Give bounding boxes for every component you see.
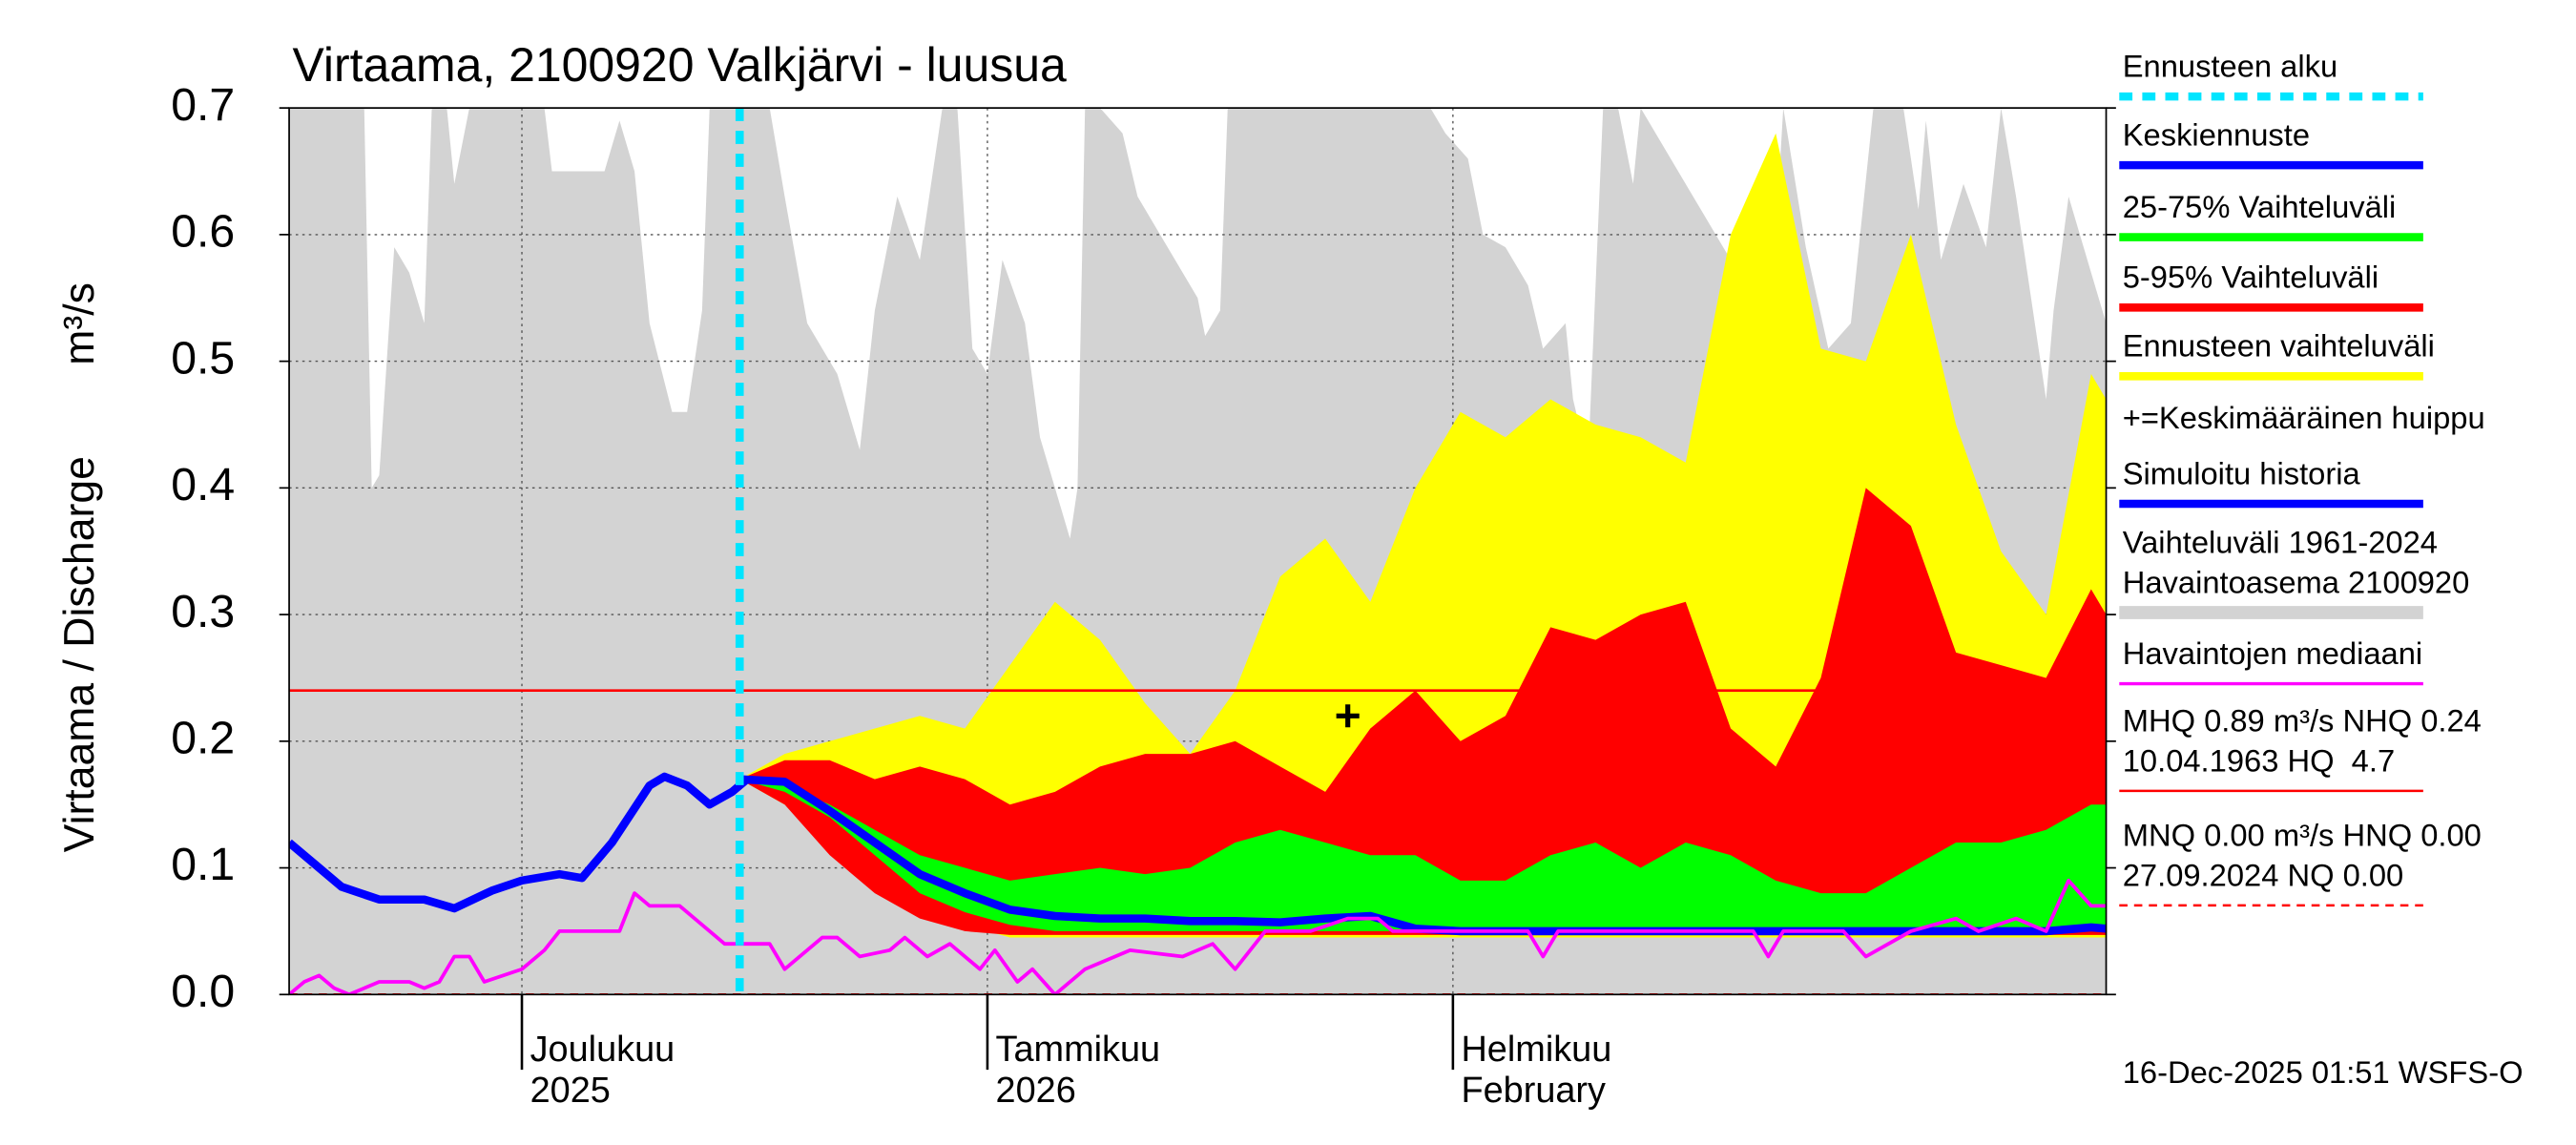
legend-label: MHQ 0.89 m³/s NHQ 0.24 (2123, 702, 2482, 738)
legend-label: 5-95% Vaihteluväli (2123, 260, 2379, 295)
chart-title: Virtaama, 2100920 Valkjärvi - luusua (293, 38, 1068, 92)
legend-label: Havaintojen mediaani (2123, 635, 2422, 671)
series-line (289, 772, 750, 913)
legend-label: +=Keskimääräinen huippu (2123, 400, 2485, 435)
x-tick-label: 2026 (996, 1071, 1076, 1111)
legend-label: Simuloitu historia (2123, 456, 2361, 491)
y-tick-label: 0.2 (171, 713, 235, 764)
y-tick-label: 0.0 (171, 966, 235, 1017)
legend-label: Ennusteen alku (2123, 49, 2337, 84)
y-tick-label: 0.6 (171, 206, 235, 258)
x-tick-label: Helmikuu (1461, 1030, 1611, 1070)
legend-label: Havaintoasema 2100920 (2123, 565, 2470, 600)
y-tick-label: 0.5 (171, 332, 235, 384)
legend-label: 27.09.2024 NQ 0.00 (2123, 857, 2404, 892)
footer: 16-Dec-2025 01:51 WSFS-O (2123, 1054, 2524, 1090)
legend-label: 25-75% Vaihteluväli (2123, 189, 2397, 224)
plot-frame (288, 107, 2108, 996)
y-axis-label: Virtaama / Discharge (56, 456, 103, 852)
y-tick-label: 0.4 (171, 459, 235, 510)
legend-label: Vaihteluväli 1961-2024 (2123, 525, 2438, 560)
series-line (289, 878, 2107, 995)
y-tick-label: 0.7 (171, 79, 235, 131)
y-unit: m³/s (56, 282, 103, 365)
forecast-band (739, 779, 2107, 931)
legend-label: Ennusteen vaihteluväli (2123, 328, 2435, 364)
x-tick-label: February (1461, 1071, 1606, 1111)
x-tick-label: 2025 (530, 1071, 611, 1111)
legend-label: MNQ 0.00 m³/s HNQ 0.00 (2123, 817, 2482, 852)
y-tick-label: 0.3 (171, 586, 235, 637)
forecast-band (739, 133, 2107, 938)
plot-area (289, 108, 2107, 995)
peak-marker (1336, 704, 1360, 728)
legend-label: Keskiennuste (2123, 117, 2310, 153)
legend-label: 10.04.1963 HQ 4.7 (2123, 742, 2395, 778)
legend: Ennusteen alku Keskiennuste 25-75% Vaihtel… (2119, 49, 2485, 907)
x-tick-label: Tammikuu (996, 1030, 1161, 1070)
y-tick-label: 0.1 (171, 839, 235, 890)
x-tick-label: Joulukuu (530, 1030, 675, 1070)
forecast-band (739, 488, 2107, 935)
